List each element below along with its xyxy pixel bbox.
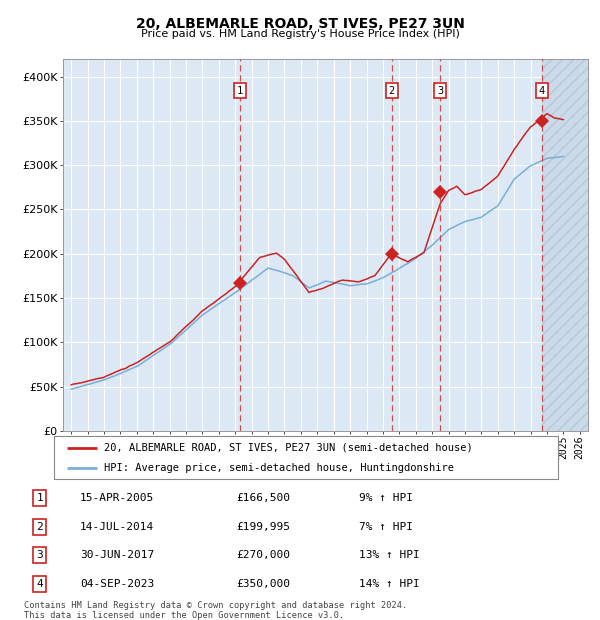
Text: £270,000: £270,000: [236, 551, 290, 560]
Text: 2: 2: [36, 521, 43, 531]
Text: 3: 3: [437, 86, 443, 95]
Text: 14% ↑ HPI: 14% ↑ HPI: [359, 579, 419, 589]
Text: 3: 3: [36, 551, 43, 560]
Text: 7% ↑ HPI: 7% ↑ HPI: [359, 521, 413, 531]
Text: 4: 4: [538, 86, 545, 95]
Text: 1: 1: [237, 86, 243, 95]
Text: 2: 2: [389, 86, 395, 95]
Text: 04-SEP-2023: 04-SEP-2023: [80, 579, 154, 589]
Text: £199,995: £199,995: [236, 521, 290, 531]
Text: Price paid vs. HM Land Registry's House Price Index (HPI): Price paid vs. HM Land Registry's House …: [140, 29, 460, 39]
Text: £166,500: £166,500: [236, 493, 290, 503]
Bar: [542, 59, 600, 431]
Text: 9% ↑ HPI: 9% ↑ HPI: [359, 493, 413, 503]
Text: 13% ↑ HPI: 13% ↑ HPI: [359, 551, 419, 560]
Text: Contains HM Land Registry data © Crown copyright and database right 2024.: Contains HM Land Registry data © Crown c…: [24, 601, 407, 611]
Text: 15-APR-2005: 15-APR-2005: [80, 493, 154, 503]
Text: £350,000: £350,000: [236, 579, 290, 589]
Text: 20, ALBEMARLE ROAD, ST IVES, PE27 3UN: 20, ALBEMARLE ROAD, ST IVES, PE27 3UN: [136, 17, 464, 32]
Bar: [542, 59, 600, 431]
FancyBboxPatch shape: [54, 436, 558, 479]
Text: 14-JUL-2014: 14-JUL-2014: [80, 521, 154, 531]
Text: 30-JUN-2017: 30-JUN-2017: [80, 551, 154, 560]
Text: HPI: Average price, semi-detached house, Huntingdonshire: HPI: Average price, semi-detached house,…: [104, 463, 454, 473]
Text: This data is licensed under the Open Government Licence v3.0.: This data is licensed under the Open Gov…: [24, 611, 344, 620]
Text: 1: 1: [36, 493, 43, 503]
Text: 20, ALBEMARLE ROAD, ST IVES, PE27 3UN (semi-detached house): 20, ALBEMARLE ROAD, ST IVES, PE27 3UN (s…: [104, 443, 473, 453]
Text: 4: 4: [36, 579, 43, 589]
